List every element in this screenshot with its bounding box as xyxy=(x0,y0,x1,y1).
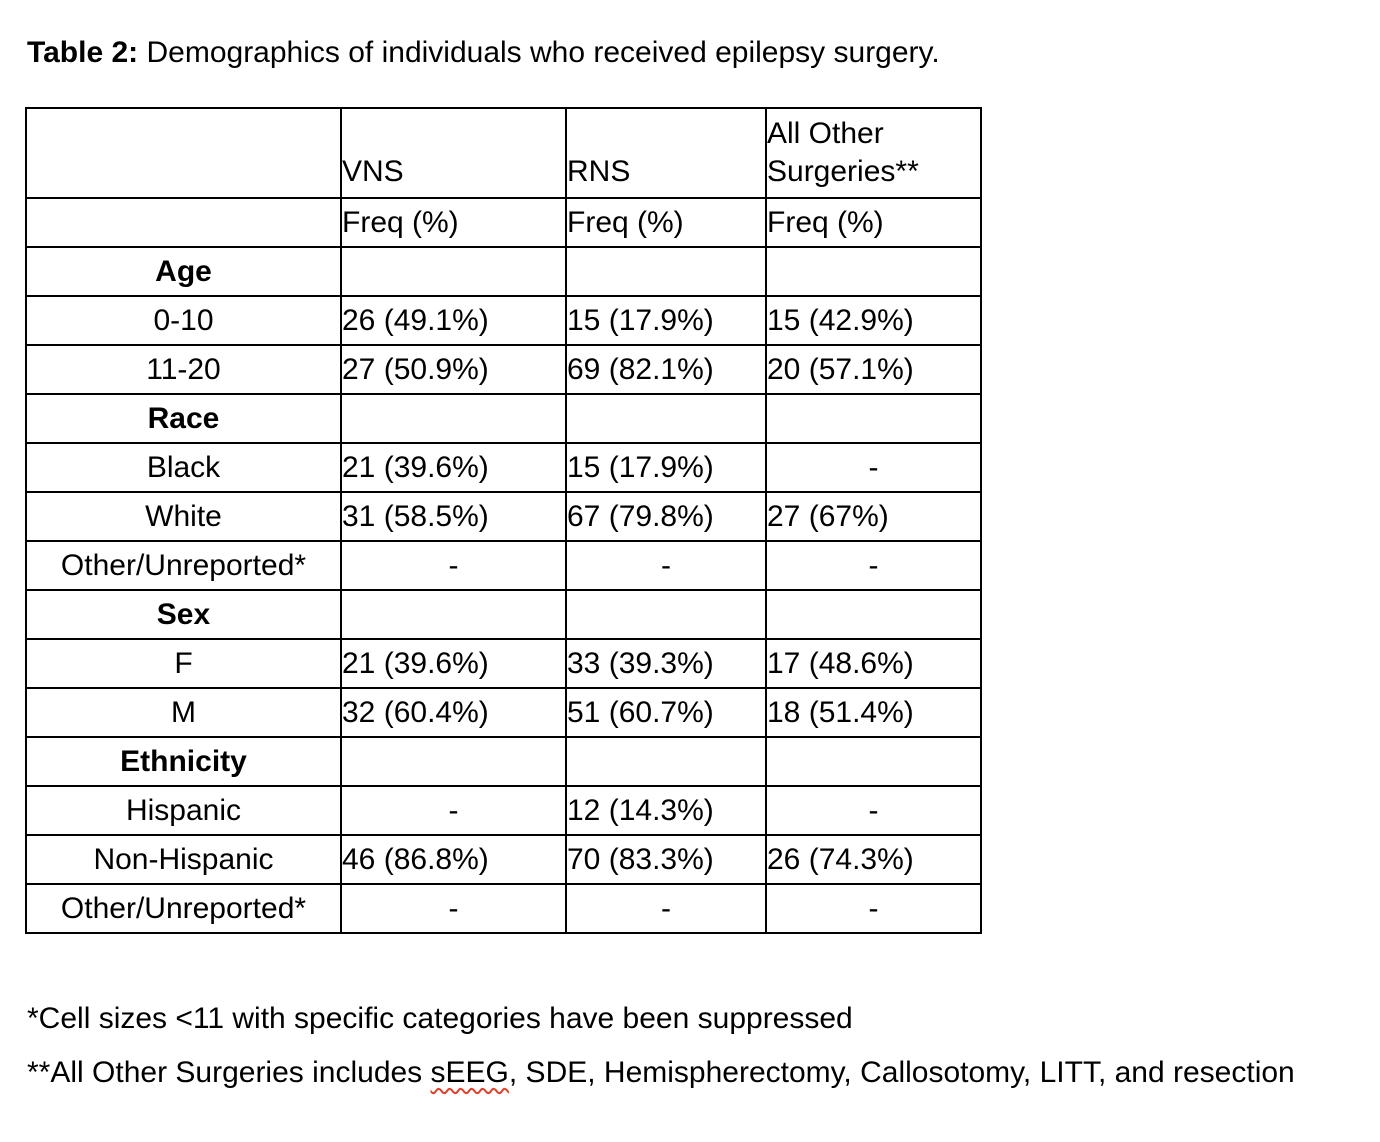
row-age: Age xyxy=(25,246,982,297)
section-label: Race xyxy=(25,393,342,444)
cell-value: 20 (57.1%) xyxy=(765,344,982,395)
row-0-10: 0-10 26 (49.1%) 15 (17.9%) 15 (42.9%) xyxy=(25,295,982,346)
row-label: Other/Unreported* xyxy=(25,883,342,934)
row-label: Other/Unreported* xyxy=(25,540,342,591)
cell-value: 27 (50.9%) xyxy=(340,344,567,395)
cell-value: - xyxy=(765,442,982,493)
cell-value: 26 (49.1%) xyxy=(340,295,567,346)
cell-value: - xyxy=(765,883,982,934)
section-label: Sex xyxy=(25,589,342,640)
row-race: Race xyxy=(25,393,982,444)
header-row: VNS RNS All Other Surgeries** xyxy=(25,107,982,199)
section-label: Age xyxy=(25,246,342,297)
cell-value: 18 (51.4%) xyxy=(765,687,982,738)
section-label: Ethnicity xyxy=(25,736,342,787)
subheader-freq-rns: Freq (%) xyxy=(565,197,767,248)
cell-value xyxy=(340,589,567,640)
cell-value: 51 (60.7%) xyxy=(565,687,767,738)
row-m: M 32 (60.4%) 51 (60.7%) 18 (51.4%) xyxy=(25,687,982,738)
corner-cell xyxy=(25,107,342,199)
cell-value xyxy=(765,393,982,444)
column-header-vns: VNS xyxy=(340,107,567,199)
subheader-freq-all-other: Freq (%) xyxy=(765,197,982,248)
row-label: Black xyxy=(25,442,342,493)
cell-value: - xyxy=(340,883,567,934)
row-other-unreported-ethnicity: Other/Unreported* - - - xyxy=(25,883,982,934)
cell-value: 69 (82.1%) xyxy=(565,344,767,395)
row-other-unreported-race: Other/Unreported* - - - xyxy=(25,540,982,591)
row-label: Non-Hispanic xyxy=(25,834,342,885)
cell-value: 12 (14.3%) xyxy=(565,785,767,836)
row-non-hispanic: Non-Hispanic 46 (86.8%) 70 (83.3%) 26 (7… xyxy=(25,834,982,885)
cell-value: 32 (60.4%) xyxy=(340,687,567,738)
column-header-rns: RNS xyxy=(565,107,767,199)
cell-value: - xyxy=(565,540,767,591)
corner-cell xyxy=(25,197,342,248)
cell-value: 15 (17.9%) xyxy=(565,295,767,346)
cell-value: 27 (67%) xyxy=(765,491,982,542)
cell-value: 17 (48.6%) xyxy=(765,638,982,689)
row-11-20: 11-20 27 (50.9%) 69 (82.1%) 20 (57.1%) xyxy=(25,344,982,395)
cell-value: 46 (86.8%) xyxy=(340,834,567,885)
demographics-table: VNS RNS All Other Surgeries** Freq (%) F… xyxy=(25,107,982,934)
cell-value: - xyxy=(565,883,767,934)
table-caption: Demographics of individuals who received… xyxy=(146,36,940,69)
row-label: 11-20 xyxy=(25,344,342,395)
footnote-cell-sizes: *Cell sizes <11 with specific categories… xyxy=(27,1002,853,1035)
row-f: F 21 (39.6%) 33 (39.3%) 17 (48.6%) xyxy=(25,638,982,689)
row-label: 0-10 xyxy=(25,295,342,346)
cell-value xyxy=(340,393,567,444)
cell-value: 70 (83.3%) xyxy=(565,834,767,885)
cell-value: - xyxy=(340,540,567,591)
row-label: White xyxy=(25,491,342,542)
row-label: Hispanic xyxy=(25,785,342,836)
row-white: White 31 (58.5%) 67 (79.8%) 27 (67%) xyxy=(25,491,982,542)
misspelled-word: sEEG xyxy=(430,1055,509,1089)
cell-value: 67 (79.8%) xyxy=(565,491,767,542)
footnotes: *Cell sizes <11 with specific categories… xyxy=(27,1000,1295,1107)
subheader-freq-vns: Freq (%) xyxy=(340,197,567,248)
cell-value xyxy=(565,736,767,787)
cell-value: 33 (39.3%) xyxy=(565,638,767,689)
cell-value: 15 (17.9%) xyxy=(565,442,767,493)
cell-value xyxy=(765,589,982,640)
footnote-prefix: **All Other Surgeries includes xyxy=(27,1055,431,1089)
cell-value: 31 (58.5%) xyxy=(340,491,567,542)
cell-value xyxy=(565,393,767,444)
cell-value: 26 (74.3%) xyxy=(765,834,982,885)
cell-value xyxy=(340,246,567,297)
column-header-all-other-surgeries: All Other Surgeries** xyxy=(765,107,982,199)
row-ethnicity: Ethnicity xyxy=(25,736,982,787)
footnote-suffix: , SDE, Hemispherectomy, Callosotomy, LIT… xyxy=(508,1055,1295,1089)
cell-value: 21 (39.6%) xyxy=(340,442,567,493)
row-hispanic: Hispanic - 12 (14.3%) - xyxy=(25,785,982,836)
cell-value xyxy=(765,736,982,787)
cell-value: - xyxy=(765,785,982,836)
row-label: M xyxy=(25,687,342,738)
page-title: Table 2: Demographics of individuals who… xyxy=(27,34,940,72)
cell-value xyxy=(565,246,767,297)
row-sex: Sex xyxy=(25,589,982,640)
cell-value: 15 (42.9%) xyxy=(765,295,982,346)
row-label: F xyxy=(25,638,342,689)
cell-value: 21 (39.6%) xyxy=(340,638,567,689)
subheader-row: Freq (%) Freq (%) Freq (%) xyxy=(25,197,982,248)
cell-value xyxy=(765,246,982,297)
table-number-label: Table 2: xyxy=(27,36,139,69)
cell-value xyxy=(340,736,567,787)
cell-value xyxy=(565,589,767,640)
footnote-all-other-surgeries: **All Other Surgeries includes sEEG, SDE… xyxy=(27,1054,1295,1092)
cell-value: - xyxy=(340,785,567,836)
row-black: Black 21 (39.6%) 15 (17.9%) - xyxy=(25,442,982,493)
cell-value: - xyxy=(765,540,982,591)
